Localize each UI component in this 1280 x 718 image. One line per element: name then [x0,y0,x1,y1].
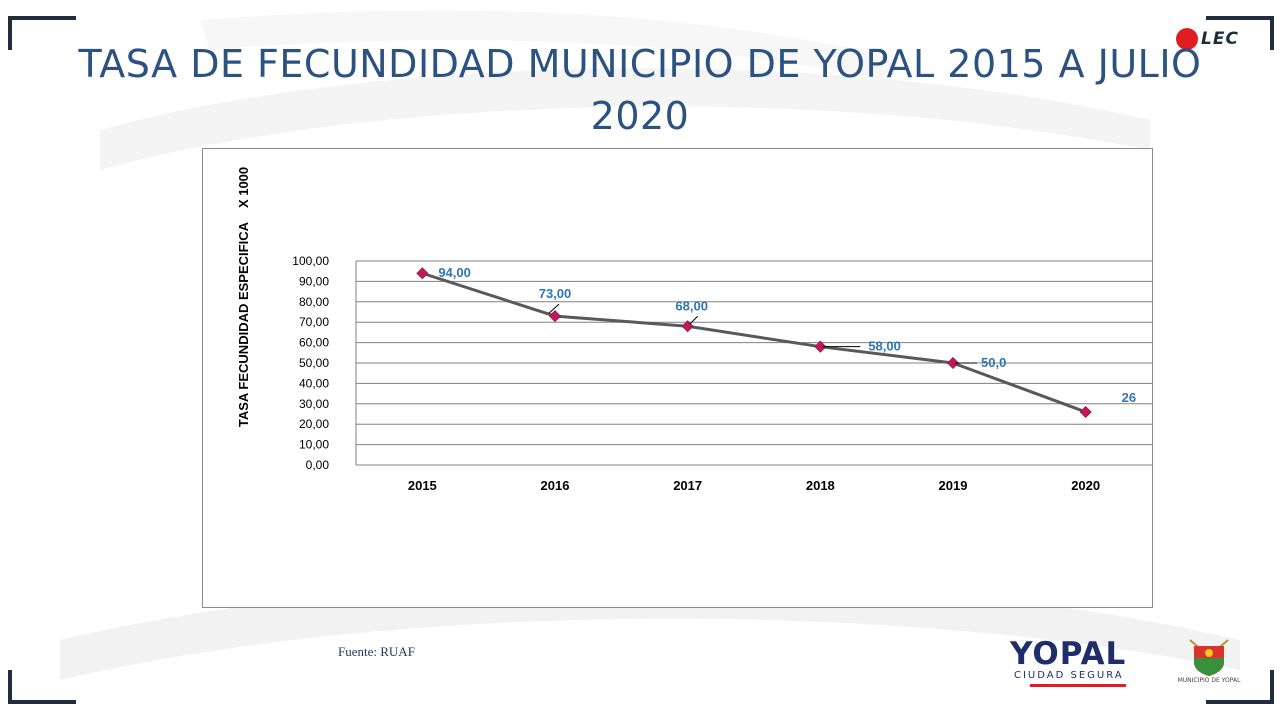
corner-top-right-h [1206,16,1274,20]
data-label: 58,00 [868,339,901,354]
x-tick-label: 2020 [1071,478,1100,493]
y-tick-label: 50,00 [299,356,329,370]
y-tick-label: 80,00 [299,295,329,309]
data-label-leader [689,315,699,325]
yopal-logo-subtitle: CIUDAD SEGURA [1014,670,1124,681]
source-note: Fuente: RUAF [338,644,415,659]
y-tick-label: 60,00 [299,336,329,350]
corner-bottom-right-v [1270,670,1274,704]
yopal-logo-word: YOPAL [1010,636,1127,672]
lec-logo-text: LEC [1201,29,1239,49]
corner-top-left-h [8,16,76,20]
data-point-marker [548,310,562,323]
corner-top-left-v [8,16,12,50]
data-point-marker [814,340,827,353]
series-line [421,271,1087,414]
lec-logo: LEC [1176,28,1256,50]
y-tick-label: 30,00 [299,397,329,411]
corner-bottom-right-h [1206,700,1274,704]
y-tick-label: 10,00 [299,438,329,452]
data-label: 68,00 [675,298,708,313]
data-label: 73,00 [539,286,572,301]
data-label: 50,0 [981,355,1006,370]
x-tick-label: 2019 [939,478,968,493]
municipio-logo-text: MUNICIPIO DE YOPAL [1177,677,1241,684]
yopal-ciudad-segura-logo: YOPAL CIUDAD SEGURA [1008,636,1148,688]
municipio-yopal-logo: MUNICIPIO DE YOPAL [1168,636,1250,688]
slide-title: TASA DE FECUNDIDAD MUNICIPIO DE YOPAL 20… [78,42,1202,138]
y-tick-label: 70,00 [299,315,329,329]
corner-bottom-left-v [8,670,12,704]
x-tick-label: 2015 [408,478,437,493]
y-tick-label: 100,00 [292,254,329,268]
y-axis-title: TASA FECUNDIDAD ESPECIFICA X 1000 [236,167,251,427]
y-tick-label: 90,00 [299,274,329,288]
chart-frame: 0,00 10,00 20,00 30,00 40,00 50,00 60,00 70,00 8… [202,148,1153,608]
corner-bottom-left-h [8,700,76,704]
y-tick-label: 0,00 [306,458,330,472]
y-tick-label: 20,00 [299,417,329,431]
corner-top-right-v [1270,16,1274,50]
line-chart: 0,00 10,00 20,00 30,00 40,00 50,00 60,00 70,00 8… [236,167,1152,493]
y-tick-label: 40,00 [299,376,329,390]
yopal-logo-bar [1030,684,1126,687]
data-point-marker [1079,405,1092,418]
x-tick-label: 2016 [541,478,570,493]
data-label: 26 [1122,390,1136,405]
coat-of-arms-icon [1189,639,1229,676]
data-label: 94,00 [438,265,471,280]
data-point-marker [946,356,960,370]
data-point-marker [416,267,429,280]
data-label-leader [548,303,560,314]
x-tick-label: 2017 [673,478,702,493]
x-tick-label: 2018 [806,478,835,493]
lec-logo-dot-icon [1176,28,1198,50]
